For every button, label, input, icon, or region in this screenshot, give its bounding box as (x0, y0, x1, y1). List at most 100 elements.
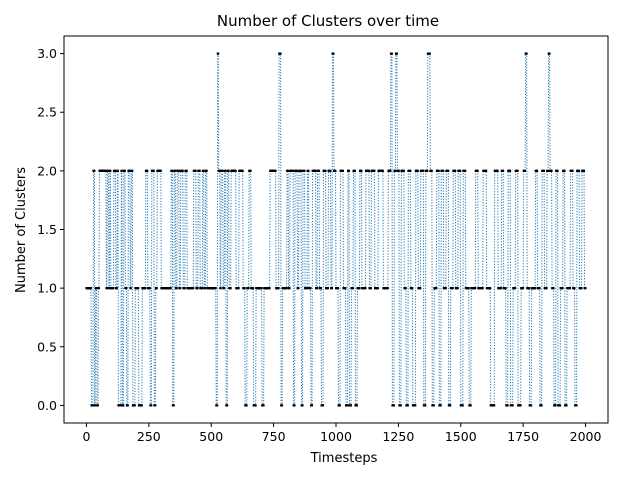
data-point (583, 169, 586, 172)
data-point (91, 404, 94, 407)
data-point (218, 169, 221, 172)
data-point (395, 52, 398, 55)
data-point (300, 169, 303, 172)
data-point (204, 287, 207, 290)
data-point (561, 287, 564, 290)
x-tick-label: 1750 (507, 429, 539, 444)
data-point (93, 169, 96, 172)
data-point (530, 404, 533, 407)
data-point (279, 52, 282, 55)
data-point (322, 404, 325, 407)
data-point (550, 169, 553, 172)
data-point (461, 404, 464, 407)
data-point (534, 287, 537, 290)
data-point (327, 287, 330, 290)
data-point (435, 287, 438, 290)
data-point (489, 287, 492, 290)
data-point (125, 287, 128, 290)
data-point (481, 287, 484, 290)
data-point (331, 287, 334, 290)
data-point (559, 404, 562, 407)
x-tick-label: 1500 (445, 429, 477, 444)
data-point (545, 287, 548, 290)
data-point (245, 404, 248, 407)
data-point (329, 169, 332, 172)
y-tick-label: 0.0 (37, 398, 57, 413)
x-tick-label: 1250 (382, 429, 414, 444)
data-point (274, 169, 277, 172)
data-point (464, 169, 467, 172)
x-tick-label: 0 (82, 429, 90, 444)
data-point (459, 169, 462, 172)
data-point (543, 169, 546, 172)
data-point (367, 169, 370, 172)
data-point (301, 404, 304, 407)
data-point (355, 404, 358, 407)
data-point (476, 169, 479, 172)
data-point (137, 287, 140, 290)
data-point (347, 169, 350, 172)
data-point (493, 404, 496, 407)
y-tick-label: 2.5 (37, 105, 57, 120)
data-point (358, 287, 361, 290)
data-point (293, 404, 296, 407)
data-point (181, 169, 184, 172)
data-point (192, 287, 195, 290)
y-axis-ticks: 0.0 0.5 1.0 1.5 2.0 2.5 3.0 (37, 46, 64, 413)
data-point (364, 287, 367, 290)
y-tick-label: 1.0 (37, 281, 57, 296)
data-point (528, 287, 531, 290)
data-point (221, 169, 224, 172)
data-point (288, 287, 291, 290)
data-point (538, 287, 541, 290)
data-point (241, 169, 244, 172)
data-point (360, 169, 363, 172)
data-point (104, 169, 107, 172)
data-point (296, 169, 299, 172)
data-point (309, 287, 312, 290)
data-point (95, 287, 98, 290)
data-point (573, 287, 576, 290)
data-point (324, 169, 327, 172)
data-point (297, 287, 300, 290)
data-point (108, 287, 111, 290)
data-point (397, 169, 400, 172)
data-point (392, 404, 395, 407)
data-point (194, 169, 197, 172)
data-point (437, 169, 440, 172)
data-point (569, 287, 572, 290)
data-point (107, 169, 110, 172)
data-point (116, 169, 119, 172)
data-point (185, 169, 188, 172)
data-point (224, 169, 227, 172)
data-point (552, 287, 555, 290)
data-point (285, 287, 288, 290)
data-point (504, 287, 507, 290)
data-point (540, 404, 543, 407)
data-point (496, 169, 499, 172)
data-point (419, 287, 422, 290)
data-point (389, 169, 392, 172)
data-point (394, 169, 397, 172)
data-point (390, 52, 393, 55)
data-point (424, 404, 427, 407)
data-point (219, 287, 222, 290)
y-tick-label: 3.0 (37, 46, 57, 61)
data-point (548, 52, 551, 55)
data-point (351, 287, 354, 290)
data-point (416, 169, 419, 172)
data-point (428, 52, 431, 55)
x-axis-ticks: 0 250 500 750 1000 1250 1500 1750 2000 (82, 423, 601, 444)
data-point (198, 169, 201, 172)
data-point (243, 287, 246, 290)
data-point (314, 169, 317, 172)
data-point (571, 169, 574, 172)
data-point (120, 169, 123, 172)
data-point (216, 404, 219, 407)
data-point (338, 404, 341, 407)
data-point (155, 287, 158, 290)
x-tick-label: 750 (262, 429, 286, 444)
data-point (150, 404, 153, 407)
data-point (131, 169, 134, 172)
data-point (432, 404, 435, 407)
